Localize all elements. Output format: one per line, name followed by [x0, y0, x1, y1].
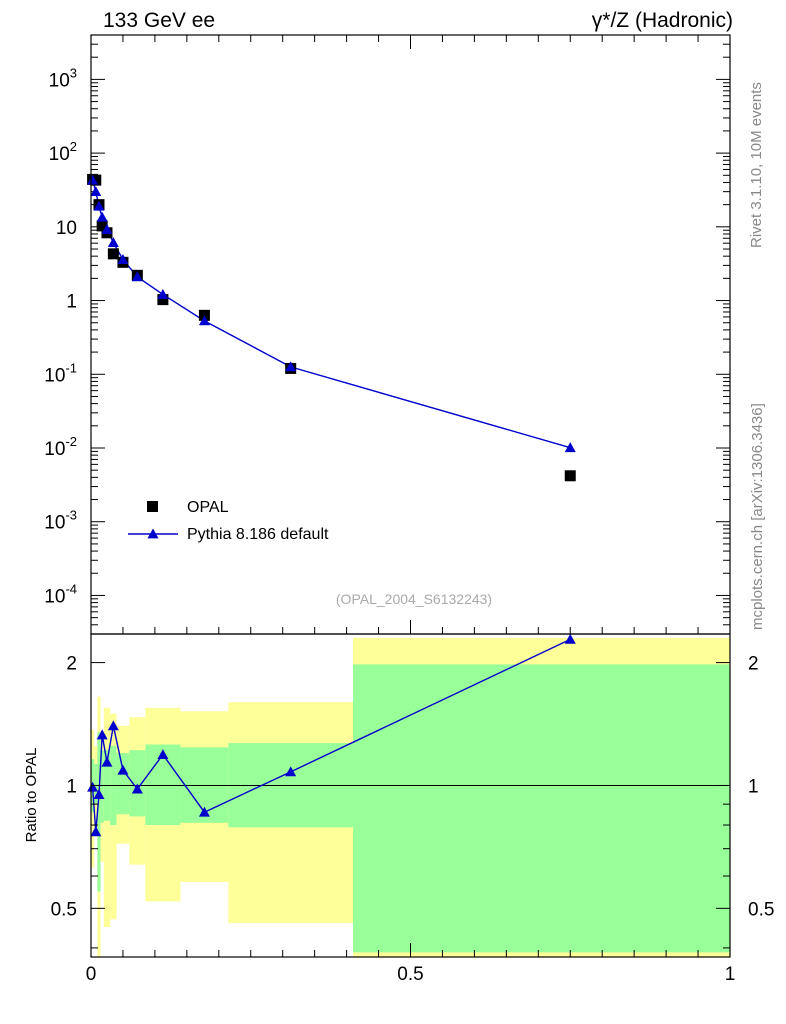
- y-tick-label: 10: [56, 218, 77, 239]
- legend-label-opal: OPAL: [187, 499, 229, 516]
- mc-point-pythia: [131, 271, 143, 282]
- x-tick-label: 0: [86, 964, 97, 985]
- mc-point-pythia: [285, 361, 297, 372]
- y-tick-label: 10-4: [44, 581, 77, 607]
- y-tick-label: 103: [49, 65, 77, 91]
- ratio-band-inner: [100, 750, 104, 823]
- ratio-band-inner: [116, 753, 130, 815]
- mc-point-pythia: [87, 174, 99, 185]
- y-tick-label: 10-1: [44, 360, 77, 386]
- mc-point-pythia: [90, 186, 102, 197]
- y-tick-label: 10-3: [44, 508, 77, 534]
- ratio-point: [117, 764, 129, 775]
- mc-point-pythia: [107, 237, 119, 248]
- mc-point-pythia: [564, 442, 576, 453]
- ratio-y-tick-labels: 0.5 0.5 1 1 2 2: [51, 654, 775, 921]
- data-point-opal: [564, 470, 576, 482]
- x-tick-label: 0.5: [397, 964, 423, 985]
- legend: OPAL Pythia 8.186 default: [128, 499, 329, 543]
- mc-line: [91, 179, 571, 449]
- rivet-version-text: Rivet 3.1.10, 10M events: [748, 82, 765, 248]
- ratio-band-inner: [94, 763, 98, 805]
- legend-marker-opal: [147, 501, 158, 512]
- ratio-point: [96, 729, 108, 740]
- main-series: [87, 173, 576, 482]
- ratio-band-inner: [352, 664, 730, 953]
- y-tick-label: 10-2: [44, 434, 77, 460]
- data-point-opal: [157, 294, 169, 306]
- ratio-error-bands: [91, 637, 730, 957]
- analysis-label: (OPAL_2004_S6132243): [336, 591, 492, 607]
- main-panel: 10-4 10-3 10-2 10-1 1 10 102 103 (OPAL_2004_S61…: [44, 34, 731, 635]
- x-tick-label: 1: [725, 964, 736, 985]
- ratio-point: [131, 783, 143, 794]
- data-point-opal: [90, 174, 102, 186]
- ratio-point: [198, 806, 210, 817]
- data-point-opal: [96, 220, 108, 232]
- ratio-series: [87, 633, 576, 837]
- ratio-y-tick-label-left: 1: [66, 776, 77, 797]
- ratio-y-tick-label-left: 2: [66, 654, 77, 675]
- ratio-line: [91, 638, 571, 832]
- mcplots-reference-text: mcplots.cern.ch [arXiv:1306.3436]: [749, 403, 766, 630]
- mc-point-pythia: [117, 254, 129, 264]
- ratio-y-axis-label: Ratio to OPAL: [23, 748, 40, 843]
- ratio-y-tick-label-right: 2: [748, 654, 759, 675]
- ratio-band-inner: [97, 732, 101, 892]
- ratio-panel: 0.5 0.51 12 2 0 0.5 1 Ratio to OPAL: [23, 633, 775, 985]
- x-tick-labels: 0 0.5 1: [86, 964, 736, 985]
- mc-point-pythia: [157, 288, 169, 299]
- ratio-point: [564, 633, 576, 644]
- data-point-opal: [198, 309, 210, 321]
- ratio-y-tick-label-right: 1: [748, 776, 759, 797]
- ratio-point: [87, 781, 99, 792]
- data-point-opal: [107, 248, 119, 260]
- legend-marker-pythia: [147, 528, 159, 539]
- ratio-panel-frame: [90, 633, 731, 958]
- mc-point-pythia: [96, 211, 108, 222]
- plot-title-right: γ*/Z (Hadronic): [592, 9, 733, 32]
- ratio-point: [107, 720, 119, 731]
- y-tick-label: 1: [66, 292, 77, 313]
- main-y-tick-labels: 10-4 10-3 10-2 10-1 1 10 102 103: [44, 65, 77, 607]
- legend-label-pythia: Pythia 8.186 default: [187, 526, 329, 543]
- ratio-point: [90, 826, 102, 837]
- ratio-point: [101, 756, 113, 767]
- ratio-point: [285, 766, 297, 777]
- main-panel-frame: [90, 34, 731, 635]
- ratio-band-inner: [129, 750, 146, 817]
- main-axis-ticks: [90, 34, 731, 635]
- mc-point-pythia: [101, 224, 113, 234]
- ratio-point: [93, 789, 105, 799]
- mc-point-pythia: [93, 200, 105, 211]
- y-tick-label: 102: [49, 139, 77, 165]
- ratio-y-tick-label-right: 0.5: [748, 899, 774, 920]
- plot-title-left: 133 GeV ee: [103, 9, 215, 32]
- mc-point-pythia: [198, 315, 210, 326]
- ratio-point: [157, 749, 169, 760]
- ratio-y-tick-label-left: 0.5: [51, 899, 77, 920]
